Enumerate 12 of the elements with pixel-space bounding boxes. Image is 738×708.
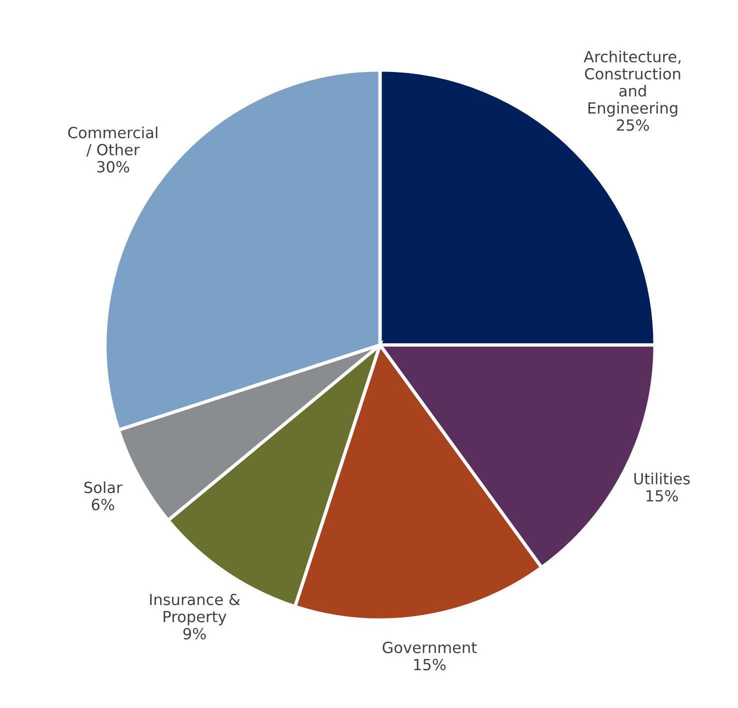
data-label: 15% — [646, 490, 678, 502]
slice-label: Insurance & Property — [150, 594, 240, 626]
data-label: 25% — [616, 119, 649, 131]
data-label: 15% — [414, 658, 446, 670]
data-label: 30% — [97, 161, 130, 173]
slice-label: Solar — [84, 481, 122, 494]
slice-label: Government — [382, 642, 477, 654]
slice-label: Architecture, Construction and Engineering — [584, 50, 680, 117]
data-label: 6% — [92, 498, 114, 510]
data-label: 9% — [183, 628, 206, 640]
slice-label: Commercial / Other — [68, 126, 158, 157]
slice-label: Utilities — [634, 472, 690, 484]
